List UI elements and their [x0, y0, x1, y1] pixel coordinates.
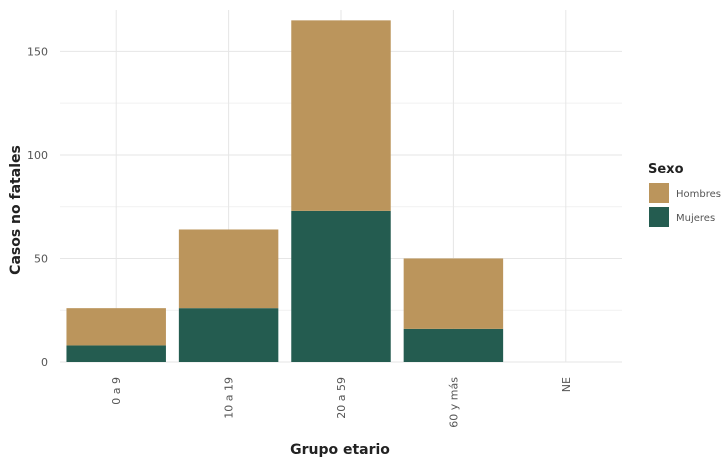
legend-label-hombres: Hombres	[676, 189, 721, 200]
axis-ticks: 0 50 100 150 0 a 9 10 a 19 20 a 59 60 y más NE	[27, 45, 573, 427]
legend: Sexo Hombres Mujeres	[648, 162, 721, 227]
legend-swatch-mujeres	[649, 207, 669, 227]
x-tick-label: 60 y más	[447, 377, 460, 428]
bar-hombres	[66, 308, 166, 346]
x-tick-label: 0 a 9	[110, 377, 123, 405]
y-axis-title: Casos no fatales	[8, 145, 24, 275]
x-axis-title: Grupo etario	[290, 442, 390, 458]
bars-group	[66, 20, 504, 362]
y-tick-label: 100	[27, 149, 48, 162]
x-tick-label: 10 a 19	[223, 377, 236, 419]
x-tick-label: 20 a 59	[335, 377, 348, 419]
bar-mujeres	[66, 345, 166, 362]
bar-mujeres	[291, 210, 391, 362]
bar-hombres	[178, 229, 279, 309]
legend-label-mujeres: Mujeres	[676, 213, 715, 224]
bar-mujeres	[178, 308, 279, 362]
bar-mujeres	[403, 328, 504, 362]
legend-swatch-hombres	[649, 183, 669, 203]
legend-title: Sexo	[648, 162, 684, 177]
y-tick-label: 50	[34, 252, 48, 265]
bar-hombres	[291, 20, 391, 211]
y-tick-label: 150	[27, 45, 48, 58]
x-tick-label: NE	[560, 377, 573, 392]
bar-hombres	[403, 258, 504, 329]
y-tick-label: 0	[41, 356, 48, 369]
